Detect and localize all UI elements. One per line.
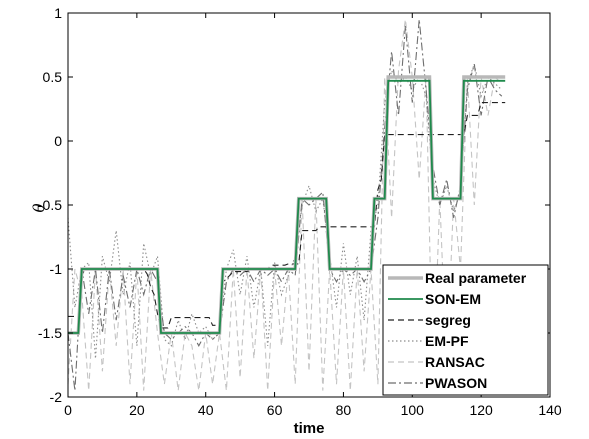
- y-tick-label: 0: [54, 133, 62, 149]
- legend-label: RANSAC: [425, 354, 485, 370]
- y-tick-label: -0.5: [38, 197, 62, 213]
- y-tick-label: 1: [54, 5, 62, 21]
- ticks-layer: 0 20 40 60 80 100 120 140 -2 -1.5 -1 -0.5 0 0.5 1: [38, 5, 562, 418]
- x-tick-label: 0: [64, 402, 72, 418]
- series-layer: [67, 19, 506, 391]
- x-axis-label: time: [294, 420, 325, 437]
- legend: Real parameter SON-EM segreg EM-PF RANSAC PWA…: [382, 264, 549, 396]
- y-tick-label: -1: [50, 261, 63, 277]
- y-tick-label: 0.5: [43, 69, 63, 85]
- legend-label: EM-PF: [425, 333, 469, 349]
- legend-box: [382, 264, 549, 396]
- x-tick-label: 20: [129, 402, 145, 418]
- x-tick-label: 140: [538, 402, 562, 418]
- series-line-son-em: [68, 79, 506, 334]
- y-tick-label: -2: [50, 389, 63, 405]
- x-tick-label: 120: [469, 402, 493, 418]
- x-tick-label: 60: [267, 402, 283, 418]
- legend-label: PWASON: [425, 375, 487, 391]
- y-tick-label: -1.5: [38, 325, 62, 341]
- x-tick-label: 80: [336, 402, 352, 418]
- legend-label: SON-EM: [425, 291, 481, 307]
- y-axis-label: θ: [30, 203, 48, 212]
- x-tick-label: 40: [198, 402, 214, 418]
- x-tick-label: 100: [401, 402, 425, 418]
- legend-label: Real parameter: [425, 270, 527, 286]
- legend-label: segreg: [425, 312, 471, 328]
- series-line-ransac: [67, 19, 503, 391]
